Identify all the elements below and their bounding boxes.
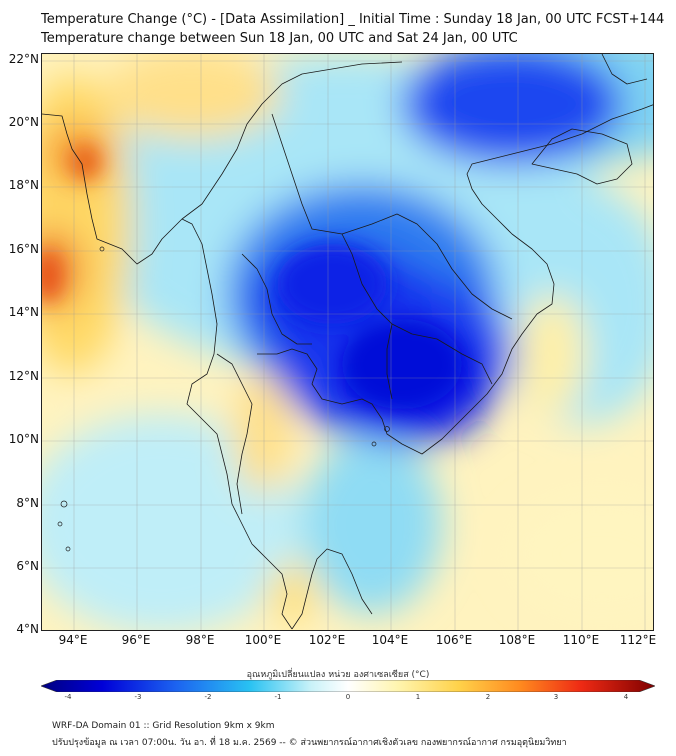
lat-label: 6°N <box>16 559 39 573</box>
lon-label: 100°E <box>244 633 282 647</box>
lat-label: 10°N <box>8 432 39 446</box>
temperature-field-detail <box>42 144 462 409</box>
islands <box>57 246 390 552</box>
colorbar-tick: 2 <box>485 693 491 701</box>
graticule <box>42 54 653 630</box>
lat-label: 8°N <box>16 496 39 510</box>
colorbar <box>41 680 655 692</box>
lon-label: 98°E <box>185 633 215 647</box>
colorbar-label: อุณหภูมิเปลี่ยนแปลง หน่วย องศาเซลเซียส (… <box>246 670 430 680</box>
lon-label: 102°E <box>308 633 346 647</box>
lon-label: 106°E <box>435 633 473 647</box>
lat-label: 14°N <box>8 305 39 319</box>
lat-label: 22°N <box>8 52 39 66</box>
lon-label: 104°E <box>371 633 409 647</box>
lon-label: 108°E <box>498 633 536 647</box>
colorbar-tick: -2 <box>204 693 212 701</box>
lon-label: 110°E <box>562 633 600 647</box>
footer-credit: ปรับปรุงข้อมูล ณ เวลา 07:00น. วัน อา. ที… <box>52 738 567 748</box>
lat-label: 16°N <box>8 242 39 256</box>
temperature-map[interactable] <box>41 53 654 631</box>
colorbar-tick: 1 <box>415 693 421 701</box>
colorbar-tick: -4 <box>64 693 72 701</box>
colorbar-gradient <box>41 680 655 692</box>
colorbar-tick: 3 <box>553 693 559 701</box>
colorbar-tick: -1 <box>274 693 282 701</box>
coastlines <box>42 54 653 630</box>
lat-label: 18°N <box>8 178 39 192</box>
colorbar-tick: 4 <box>623 693 629 701</box>
chart-subtitle: Temperature change between Sun 18 Jan, 0… <box>41 31 518 46</box>
colorbar-tick: 0 <box>345 693 351 701</box>
lat-label: 12°N <box>8 369 39 383</box>
chart-title: Temperature Change (°C) - [Data Assimila… <box>41 12 665 27</box>
lon-label: 112°E <box>619 633 657 647</box>
lon-label: 96°E <box>121 633 151 647</box>
lat-label: 4°N <box>16 622 39 636</box>
lat-label: 20°N <box>8 115 39 129</box>
footer-model-info: WRF-DA Domain 01 :: Grid Resolution 9km … <box>52 721 275 731</box>
lon-label: 94°E <box>58 633 88 647</box>
colorbar-tick: -3 <box>134 693 142 701</box>
map-svg <box>42 54 653 630</box>
